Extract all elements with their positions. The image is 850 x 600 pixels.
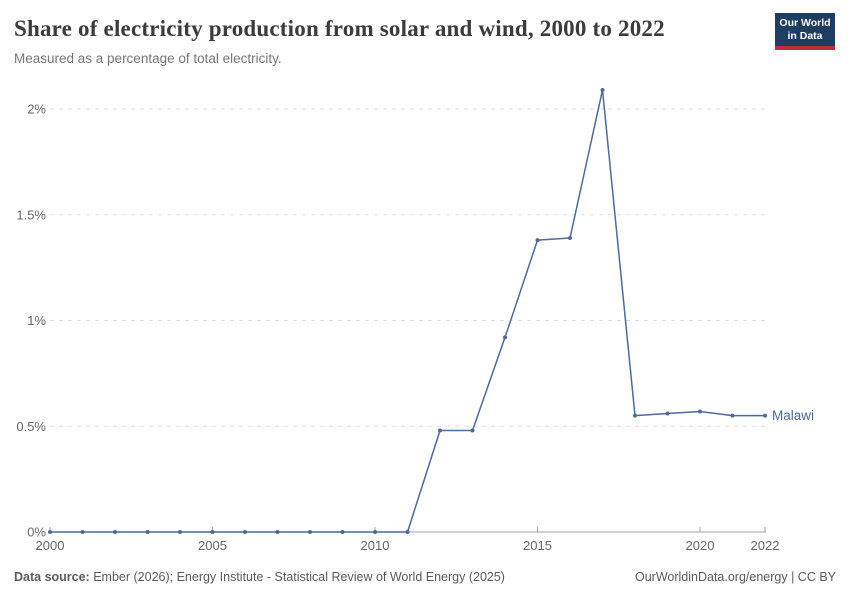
chart-line [49, 89, 766, 533]
data-point [698, 409, 702, 414]
data-point [438, 428, 442, 433]
data-point [113, 530, 117, 534]
data-source-label: Data source: [14, 570, 90, 584]
data-point [503, 335, 507, 340]
data-point [178, 530, 182, 534]
data-point [275, 530, 280, 534]
x-axis-tick-label: 2020 [686, 538, 715, 553]
data-point [535, 238, 540, 243]
data-point [145, 530, 150, 534]
y-axis-tick-label: 2% [27, 102, 46, 117]
data-point [470, 428, 475, 433]
owid-attribution: OurWorldinData.org/energy | CC BY [634, 570, 836, 584]
chart-footer: Data source: Ember (2026); Energy Instit… [14, 570, 836, 584]
y-axis-tick-label: 0% [27, 525, 46, 540]
x-axis-tick-label: 2022 [751, 538, 780, 553]
y-axis-tick-label: 0.5% [16, 419, 46, 434]
owid-logo-line2: in Data [787, 29, 823, 42]
data-point [373, 530, 377, 534]
x-axis-tick-label: 2005 [198, 538, 227, 553]
data-point [243, 530, 247, 534]
x-axis-tick-label: 2010 [361, 538, 390, 553]
data-point [600, 87, 605, 92]
data-source-note: Data source: Ember (2026); Energy Instit… [14, 570, 505, 584]
data-source-text: Ember (2026); Energy Institute - Statist… [89, 570, 505, 584]
y-axis-tick-label: 1.5% [16, 207, 46, 222]
data-point [633, 413, 637, 418]
chart-title: Share of electricity production from sol… [14, 16, 665, 41]
data-point [730, 413, 735, 418]
x-axis-tick-label: 2015 [523, 538, 552, 553]
data-point [210, 530, 215, 534]
x-axis-tick-label: 2000 [36, 538, 65, 553]
data-point [763, 413, 767, 418]
owid-logo-line1: Our World [779, 17, 831, 29]
data-point [80, 530, 85, 534]
data-point [568, 236, 572, 241]
data-point [48, 530, 52, 534]
data-point [308, 530, 312, 534]
data-point [405, 530, 410, 534]
y-axis-tick-label: 1% [27, 313, 46, 328]
chart-subtitle: Measured as a percentage of total electr… [14, 51, 282, 66]
entity-label: Malawi [772, 408, 814, 423]
data-point [340, 530, 345, 534]
data-point [665, 411, 670, 416]
owid-logo[interactable]: Our World in Data [775, 13, 835, 50]
